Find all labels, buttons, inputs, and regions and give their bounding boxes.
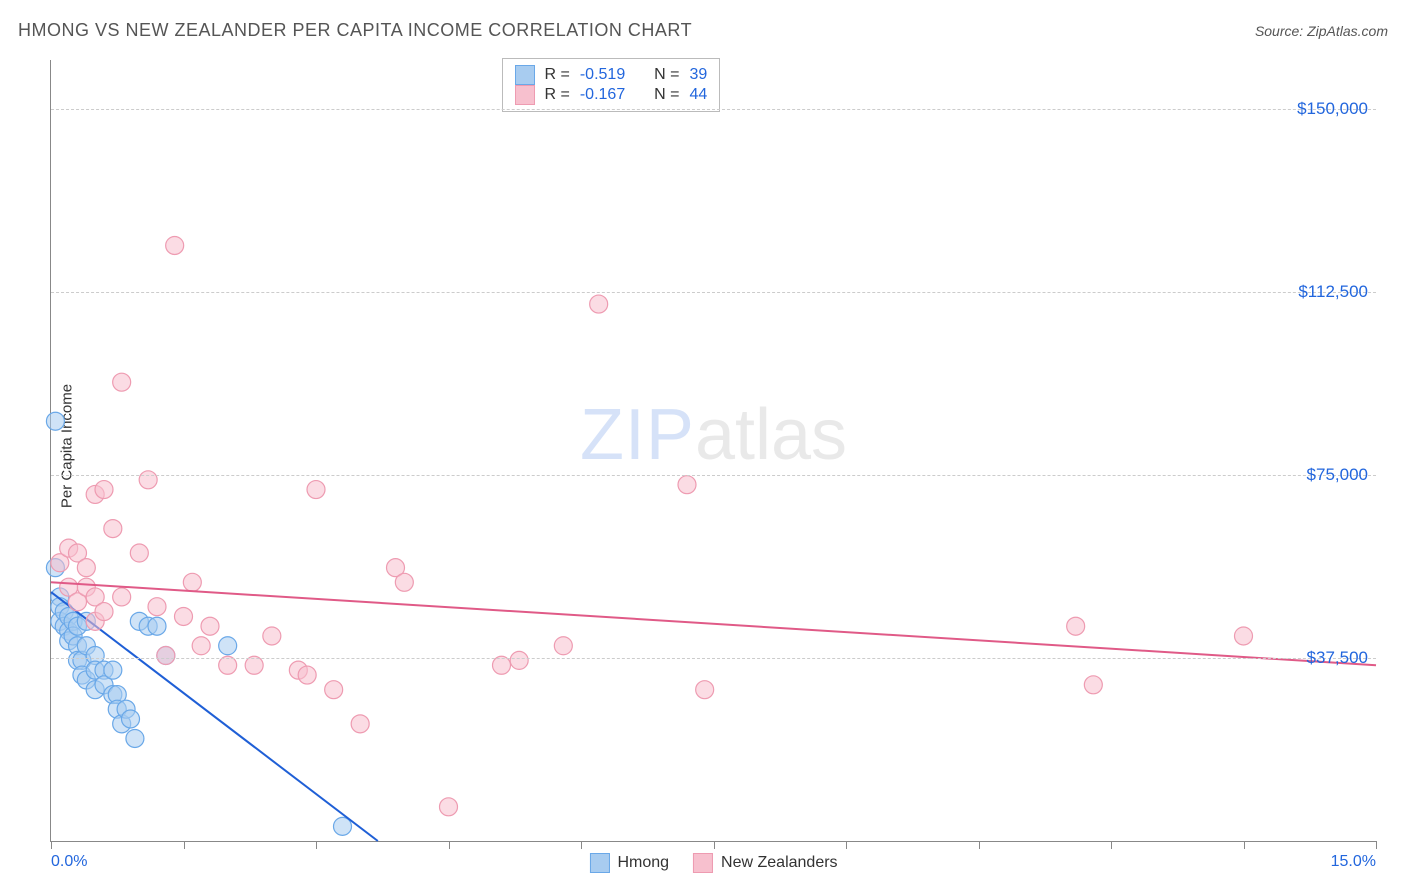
legend-label-hmong: Hmong [617, 854, 669, 872]
legend-row: R =-0.167 N =44 [515, 85, 708, 105]
x-tick [846, 841, 847, 849]
data-point [77, 559, 95, 577]
y-tick-label: $37,500 [1307, 648, 1368, 668]
x-tick [1376, 841, 1377, 849]
x-tick [1111, 841, 1112, 849]
data-point [130, 544, 148, 562]
data-point [148, 617, 166, 635]
data-point [46, 412, 64, 430]
chart-svg [51, 60, 1376, 841]
chart-title: HMONG VS NEW ZEALANDER PER CAPITA INCOME… [18, 20, 692, 41]
gridline [51, 109, 1376, 110]
data-point [1235, 627, 1253, 645]
source-label: Source: ZipAtlas.com [1255, 23, 1388, 39]
data-point [104, 520, 122, 538]
data-point [493, 656, 511, 674]
data-point [1084, 676, 1102, 694]
data-point [325, 681, 343, 699]
legend-item-hmong: Hmong [589, 853, 669, 873]
data-point [219, 656, 237, 674]
data-point [590, 295, 608, 313]
data-point [175, 607, 193, 625]
data-point [554, 637, 572, 655]
data-point [1067, 617, 1085, 635]
x-tick [581, 841, 582, 849]
data-point [298, 666, 316, 684]
legend-swatch [515, 65, 535, 85]
data-point [113, 373, 131, 391]
data-point [395, 573, 413, 591]
x-tick [979, 841, 980, 849]
x-axis-min-label: 0.0% [51, 853, 87, 871]
gridline [51, 475, 1376, 476]
series-legend: Hmong New Zealanders [589, 853, 837, 873]
data-point [510, 651, 528, 669]
legend-label-nz: New Zealanders [721, 854, 838, 872]
x-tick [714, 841, 715, 849]
data-point [157, 647, 175, 665]
legend-row: R =-0.519 N =39 [515, 65, 708, 85]
data-point [122, 710, 140, 728]
data-point [440, 798, 458, 816]
data-point [263, 627, 281, 645]
x-tick [184, 841, 185, 849]
legend-swatch [515, 85, 535, 105]
data-point [148, 598, 166, 616]
y-tick-label: $112,500 [1298, 282, 1368, 302]
x-tick [1244, 841, 1245, 849]
data-point [104, 661, 122, 679]
data-point [126, 729, 144, 747]
correlation-legend: R =-0.519 N =39R =-0.167 N =44 [502, 58, 721, 112]
x-tick [449, 841, 450, 849]
data-point [192, 637, 210, 655]
data-point [219, 637, 237, 655]
y-tick-label: $150,000 [1297, 99, 1368, 119]
header: HMONG VS NEW ZEALANDER PER CAPITA INCOME… [18, 20, 1388, 41]
trend-line [51, 582, 1376, 665]
data-point [113, 588, 131, 606]
data-point [201, 617, 219, 635]
swatch-hmong [589, 853, 609, 873]
x-axis-max-label: 15.0% [1331, 853, 1376, 871]
x-tick [51, 841, 52, 849]
gridline [51, 658, 1376, 659]
data-point [183, 573, 201, 591]
gridline [51, 292, 1376, 293]
data-point [95, 481, 113, 499]
data-point [307, 481, 325, 499]
data-point [696, 681, 714, 699]
data-point [95, 603, 113, 621]
y-tick-label: $75,000 [1307, 465, 1368, 485]
data-point [678, 476, 696, 494]
data-point [166, 236, 184, 254]
x-tick [316, 841, 317, 849]
data-point [245, 656, 263, 674]
data-point [351, 715, 369, 733]
plot-area: ZIPatlas 0.0% 15.0% R =-0.519 N =39R =-0… [50, 60, 1376, 842]
swatch-nz [693, 853, 713, 873]
data-point [139, 471, 157, 489]
legend-item-nz: New Zealanders [693, 853, 838, 873]
